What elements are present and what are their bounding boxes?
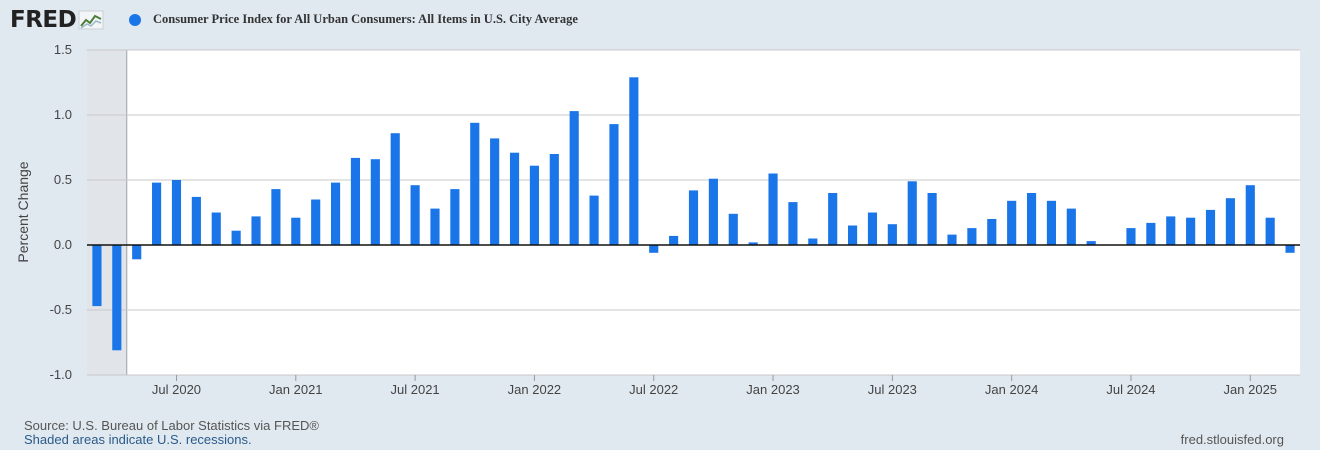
bar[interactable] xyxy=(509,152,520,245)
bar[interactable] xyxy=(1265,217,1275,245)
bar[interactable] xyxy=(330,182,341,245)
bar[interactable] xyxy=(231,230,241,245)
bar[interactable] xyxy=(1086,241,1096,245)
legend-series-label: Consumer Price Index for All Urban Consu… xyxy=(153,12,578,26)
bar[interactable] xyxy=(967,228,977,245)
bar[interactable] xyxy=(1245,185,1255,245)
bar[interactable] xyxy=(490,138,500,245)
bar[interactable] xyxy=(867,212,878,246)
y-axis-ticks: 1.5 1.0 0.5 0.0 -0.5 -1.0 xyxy=(50,42,72,382)
bar[interactable] xyxy=(430,208,440,245)
y-tick-label: 0.0 xyxy=(54,237,72,252)
bar[interactable] xyxy=(947,234,957,245)
y-tick-label: 1.5 xyxy=(54,42,72,57)
bar[interactable] xyxy=(1285,245,1295,253)
legend-series-marker xyxy=(129,13,141,26)
x-axis-ticks: Jul 2020 Jan 2021 Jul 2021 Jan 2022 Jul 2022… xyxy=(152,375,1277,397)
x-tick-label: Jul 2022 xyxy=(629,382,678,397)
bar[interactable] xyxy=(191,196,201,245)
bar[interactable] xyxy=(171,180,182,245)
bar[interactable] xyxy=(907,181,917,245)
bar[interactable] xyxy=(728,213,738,245)
bar[interactable] xyxy=(788,202,798,245)
bar[interactable] xyxy=(688,190,699,245)
bar[interactable] xyxy=(649,245,659,253)
x-tick-label: Jan 2021 xyxy=(269,382,323,397)
gridlines xyxy=(87,49,1300,376)
chart-header: FRED Consumer Price Index for All Urban … xyxy=(0,0,1320,44)
bar[interactable] xyxy=(152,182,162,245)
bar-chart: 1.51.00.50.0-0.5-1.0 Jul 2020 Jan 2021 Jul… xyxy=(15,42,1300,397)
bar[interactable] xyxy=(470,122,480,245)
bar[interactable] xyxy=(92,245,102,307)
bar[interactable] xyxy=(132,245,142,260)
bar[interactable] xyxy=(1166,216,1176,245)
bar[interactable] xyxy=(987,219,997,245)
bar[interactable] xyxy=(848,225,858,246)
bar[interactable] xyxy=(629,77,639,245)
bar[interactable] xyxy=(112,245,122,351)
x-tick-label: Jan 2023 xyxy=(746,382,800,397)
x-tick-label: Jan 2024 xyxy=(985,382,1039,397)
bar[interactable] xyxy=(1046,200,1057,245)
bar[interactable] xyxy=(1026,193,1037,245)
source-note: Source: U.S. Bureau of Labor Statistics … xyxy=(24,418,319,433)
x-tick-label: Jul 2021 xyxy=(391,382,440,397)
x-tick-label: Jan 2025 xyxy=(1224,382,1278,397)
bar[interactable] xyxy=(708,178,718,245)
bar[interactable] xyxy=(211,212,221,246)
bar[interactable] xyxy=(589,195,599,245)
x-tick-label: Jan 2022 xyxy=(508,382,562,397)
bar[interactable] xyxy=(887,224,897,245)
bar[interactable] xyxy=(768,173,778,246)
bar[interactable] xyxy=(370,159,380,245)
bar[interactable] xyxy=(529,165,539,245)
bar[interactable] xyxy=(291,217,301,245)
line-graph-icon xyxy=(78,10,104,30)
bar[interactable] xyxy=(808,238,818,246)
bar[interactable] xyxy=(1146,222,1156,245)
bar[interactable] xyxy=(311,199,321,246)
bar[interactable] xyxy=(390,133,400,245)
bar[interactable] xyxy=(1225,198,1235,245)
bar[interactable] xyxy=(271,189,281,245)
bar[interactable] xyxy=(1205,209,1216,245)
x-tick-label: Jul 2024 xyxy=(1106,382,1155,397)
y-tick-label: -0.5 xyxy=(50,302,72,317)
y-tick-label: -1.0 xyxy=(50,367,72,382)
bar-series xyxy=(92,77,1295,351)
y-tick-label: 1.0 xyxy=(54,107,72,122)
bar[interactable] xyxy=(748,242,758,245)
y-tick-label: 0.5 xyxy=(54,172,72,187)
fred-logo-text: FRED xyxy=(10,7,77,33)
bar[interactable] xyxy=(450,189,460,245)
bar[interactable] xyxy=(569,111,579,245)
bar[interactable] xyxy=(251,216,261,245)
bar[interactable] xyxy=(350,157,361,245)
bar[interactable] xyxy=(410,185,420,245)
bar[interactable] xyxy=(1126,228,1136,245)
bar[interactable] xyxy=(669,235,679,245)
fred-url[interactable]: fred.stlouisfed.org xyxy=(1180,432,1284,447)
bar[interactable] xyxy=(1186,217,1196,245)
bar[interactable] xyxy=(609,124,619,245)
bar[interactable] xyxy=(549,154,559,245)
bar[interactable] xyxy=(1066,208,1076,245)
x-tick-label: Jul 2020 xyxy=(152,382,201,397)
chart-legend[interactable]: Consumer Price Index for All Urban Consu… xyxy=(129,12,578,27)
bar[interactable] xyxy=(927,193,937,245)
bar[interactable] xyxy=(1007,200,1017,245)
recession-note-link[interactable]: Shaded areas indicate U.S. recessions. xyxy=(24,432,252,447)
x-tick-label: Jul 2023 xyxy=(868,382,917,397)
bar[interactable] xyxy=(828,193,838,245)
y-axis-label: Percent Change xyxy=(15,161,31,262)
fred-logo[interactable]: FRED xyxy=(10,5,104,35)
